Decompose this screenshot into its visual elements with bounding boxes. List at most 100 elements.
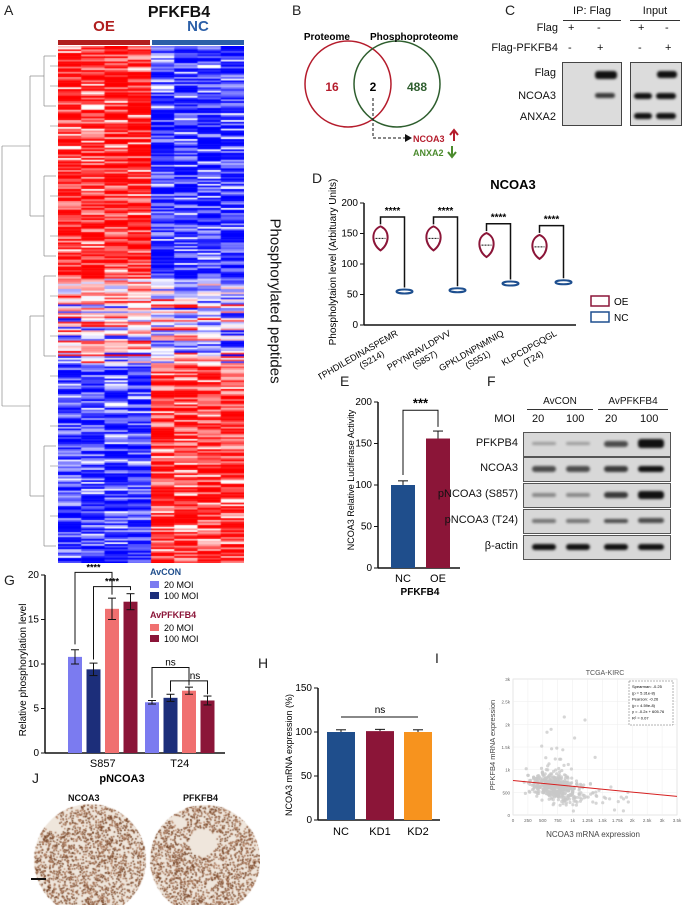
sign: - <box>568 42 572 54</box>
scatter-point <box>578 796 582 800</box>
scatter-point <box>564 788 568 792</box>
scatter-point <box>601 801 605 805</box>
venn-right-label: Phosphoproteome <box>370 32 459 43</box>
scatter-point <box>561 748 565 752</box>
venn-phospho-circle <box>353 40 441 128</box>
scatter-point <box>571 791 575 795</box>
legend-item: 100 MOI <box>164 634 199 644</box>
chart-i-xlabel: NCOA3 mRNA expression <box>546 830 640 839</box>
sign: + <box>638 22 645 34</box>
scatter-point <box>540 744 544 748</box>
moi-value: 20 <box>532 413 545 425</box>
y-tick-label: 5 <box>33 704 39 715</box>
y-tick-label: 200 <box>355 397 372 408</box>
chart-d-ylabel: Phospholytaion level (Arbituary Units) <box>328 179 339 346</box>
scatter-point <box>545 730 549 734</box>
significance-bracket <box>93 586 131 660</box>
phosphorylation-bar-chart: Relative phosphorylation level 0 5 10 15 20 S… <box>18 562 225 785</box>
scatter-point <box>560 785 565 789</box>
oe-group-bar <box>58 40 150 45</box>
legend-item: 20 MOI <box>164 580 194 590</box>
significance-bracket <box>74 571 113 645</box>
scatter-point <box>577 788 581 792</box>
y-tick-label: 500 <box>502 790 510 795</box>
x-tick-label: 500 <box>539 818 547 823</box>
y-tick-label: 150 <box>295 683 312 694</box>
ihc-tissue-images <box>30 802 260 905</box>
scatter-point <box>554 768 558 772</box>
y-tick-label: 50 <box>301 771 313 782</box>
x-tick-label: 750 <box>554 818 562 823</box>
scatter-point <box>554 790 558 795</box>
chart-i-ylabel: PFKFB4 mRNA expression <box>488 700 497 790</box>
venn-proteome-circle <box>304 40 392 128</box>
sign: + <box>597 42 604 54</box>
stat-line: y = -0.2x + 605.76 <box>632 709 665 714</box>
scatter-point <box>545 785 549 789</box>
significance-bracket <box>538 224 565 279</box>
y-tick-label: 1.5k <box>501 745 510 750</box>
scatter-point <box>588 782 592 786</box>
panel-e-letter: E <box>340 373 350 389</box>
gene-ncoa3-up: NCOA3 <box>413 134 445 144</box>
scatter-point <box>608 797 612 801</box>
scatter-point <box>621 809 625 813</box>
scatter-point <box>582 783 586 787</box>
ns-bracket <box>151 667 190 698</box>
scatter-point <box>557 789 561 793</box>
moi-label: MOI <box>494 413 515 425</box>
x-tick-label: 1.75k <box>612 818 624 823</box>
wb-pncoa3-s857 <box>523 483 671 508</box>
dendrogram <box>1 55 58 547</box>
chart-e-xtitle: PFKFB4 <box>401 587 440 598</box>
legend-item: 20 MOI <box>164 623 194 633</box>
significance-label: **** <box>544 215 560 226</box>
scatter-point <box>595 794 599 798</box>
venn-left-count: 16 <box>325 80 339 94</box>
y-tick-label: 150 <box>341 229 358 240</box>
moi-value: 100 <box>640 413 659 425</box>
y-tick-label: 0 <box>507 813 510 818</box>
scatter-point <box>609 785 613 789</box>
scatter-point <box>540 777 544 781</box>
wb-label: β-actin <box>484 540 518 552</box>
mrna-bar-chart: NCOA3 mRNA expression (%) 0 50 100 150 NC KD1… <box>284 683 440 838</box>
scatter-point <box>534 790 538 794</box>
scatter-point <box>528 778 532 783</box>
venn-left-label: Proteome <box>304 32 351 43</box>
sign: - <box>665 22 669 34</box>
violin-nc <box>554 279 573 286</box>
scatter-point <box>544 756 548 760</box>
ip-blot <box>562 62 622 126</box>
wb-pfkfb4 <box>523 432 671 457</box>
scatter-point <box>524 767 528 771</box>
significance-bracket <box>379 216 406 288</box>
legend-nc-label: NC <box>614 313 628 324</box>
y-tick-label: 15 <box>28 615 40 626</box>
bar <box>404 732 432 820</box>
chart-g-xtitle: pNCOA3 <box>99 773 144 785</box>
scatter-point <box>550 786 554 790</box>
scatter-point <box>571 803 575 807</box>
scatter-point <box>626 800 630 804</box>
y-tick-label: 3k <box>505 677 511 682</box>
scatter-point <box>564 797 568 801</box>
stat-line: (p = 4.59e-8) <box>632 703 656 708</box>
violin-nc <box>501 280 520 287</box>
header-ip: IP: Flag <box>573 5 611 17</box>
venn-right-count: 488 <box>407 80 427 94</box>
bar <box>426 438 450 568</box>
correlation-scatter: TCGA-KIRC PFKFB4 mRNA expression NCOA3 m… <box>488 670 682 839</box>
x-category-label: NC <box>333 826 349 838</box>
bar <box>327 732 355 820</box>
scatter-point <box>569 767 573 771</box>
x-tick-label: 0 <box>512 818 515 823</box>
blot-label-flag: Flag <box>534 67 556 79</box>
significance-label: **** <box>491 213 507 224</box>
scatter-point <box>540 798 544 802</box>
ns-label: ns <box>375 705 386 716</box>
bar <box>366 731 394 820</box>
group-avpfkfb4: AvPFKFB4 <box>608 396 658 407</box>
ns-bracket <box>170 680 208 695</box>
scatter-point <box>540 771 544 775</box>
